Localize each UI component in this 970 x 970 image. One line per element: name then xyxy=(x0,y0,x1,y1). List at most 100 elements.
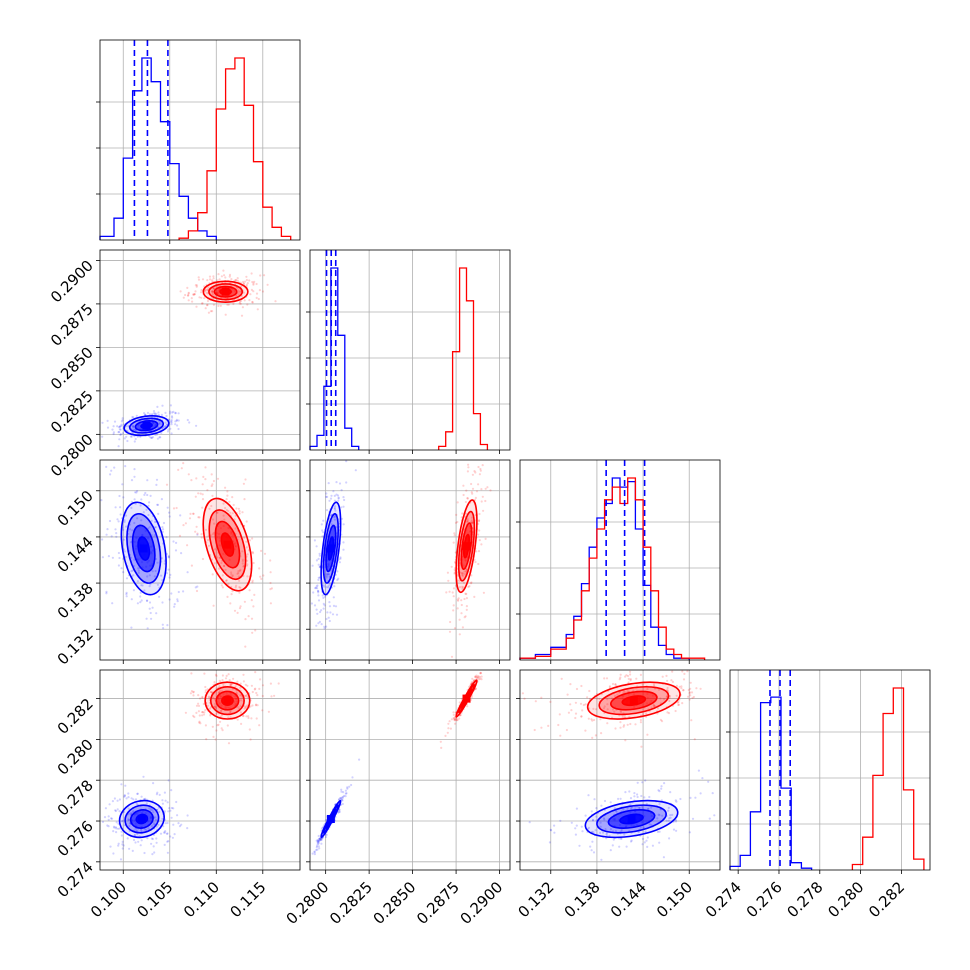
scatter-point xyxy=(342,795,345,798)
scatter-point xyxy=(625,674,628,677)
scatter-point xyxy=(333,507,336,511)
scatter-point xyxy=(253,280,256,283)
scatter-point xyxy=(574,827,577,830)
scatter-point xyxy=(663,782,666,785)
scatter-point xyxy=(636,781,639,784)
scatter-point xyxy=(129,421,132,424)
scatter-point xyxy=(211,291,214,294)
scatter-point xyxy=(240,722,243,726)
scatter-point xyxy=(340,506,343,509)
scatter-point xyxy=(470,581,473,584)
axes-frame xyxy=(519,669,721,871)
scatter-point xyxy=(319,838,322,841)
scatter-point xyxy=(627,681,630,684)
scatter-point xyxy=(581,830,584,833)
scatter-point xyxy=(675,829,678,832)
scatter-point xyxy=(219,304,222,307)
scatter-point xyxy=(566,693,569,696)
scatter-point xyxy=(445,591,448,594)
scatter-point xyxy=(169,427,172,430)
scatter-point xyxy=(192,512,195,515)
scatter-point xyxy=(640,794,643,798)
scatter-point xyxy=(199,722,202,725)
scatter-point xyxy=(123,437,126,440)
scatter-point xyxy=(689,796,692,800)
x-tick-label: 0.110 xyxy=(180,878,223,921)
scatter-point xyxy=(196,532,199,535)
scatter-point xyxy=(167,556,170,559)
scatter-point xyxy=(179,290,182,293)
scatter-point xyxy=(158,793,161,797)
scatter-point xyxy=(152,782,155,785)
scatter-point xyxy=(454,521,458,525)
scatter-point xyxy=(628,670,632,673)
scatter-point xyxy=(592,707,595,711)
scatter-point xyxy=(226,490,229,493)
scatter-point xyxy=(335,481,338,484)
scatter-point xyxy=(486,486,489,489)
scatter-point xyxy=(151,809,154,812)
scatter-point xyxy=(619,676,622,679)
density-peak xyxy=(462,542,471,551)
scatter-point xyxy=(107,815,110,818)
scatter-point xyxy=(335,493,338,496)
scatter-point xyxy=(475,490,479,493)
scatter-point xyxy=(168,515,171,518)
scatter-point xyxy=(225,674,228,678)
scatter-point xyxy=(470,574,473,577)
scatter-point xyxy=(243,600,246,603)
scatter-point xyxy=(643,796,646,799)
scatter-point xyxy=(315,559,318,562)
density-peak xyxy=(223,696,232,705)
scatter-point xyxy=(697,769,701,772)
scatter-point xyxy=(151,853,154,856)
scatter-point xyxy=(650,706,653,709)
scatter-point xyxy=(230,278,233,281)
scatter-point xyxy=(239,586,242,589)
scatter-point xyxy=(334,605,338,608)
scatter-point xyxy=(146,479,149,482)
scatter-point xyxy=(241,511,244,514)
scatter-point xyxy=(243,707,246,710)
scatter-point xyxy=(135,414,138,417)
scatter-point xyxy=(337,810,341,813)
x-tick-label: 0.2900 xyxy=(457,878,507,928)
scatter-point xyxy=(216,279,219,282)
panel-2d-1-2 xyxy=(306,459,511,664)
scatter-point xyxy=(134,841,137,844)
scatter-point xyxy=(198,720,201,723)
scatter-point xyxy=(614,727,617,730)
scatter-point xyxy=(178,534,182,538)
histogram-step-blue xyxy=(729,696,813,870)
scatter-point xyxy=(595,697,599,700)
scatter-point xyxy=(313,850,316,853)
scatter-point xyxy=(579,702,583,705)
scatter-point xyxy=(669,816,672,819)
scatter-point xyxy=(118,494,121,498)
scatter-point xyxy=(323,585,326,588)
scatter-point xyxy=(461,626,464,629)
scatter-point xyxy=(256,694,259,697)
scatter-point xyxy=(228,500,231,503)
scatter-point xyxy=(699,687,702,690)
scatter-point xyxy=(167,840,170,843)
scatter-point xyxy=(156,583,159,586)
scatter-point xyxy=(237,507,240,510)
scatter-point xyxy=(167,554,170,558)
scatter-point xyxy=(251,704,254,707)
scatter-point xyxy=(153,534,156,537)
scatter-point xyxy=(239,694,242,697)
scatter-point xyxy=(166,506,169,509)
scatter-point xyxy=(120,820,124,823)
scatter-point xyxy=(263,274,266,277)
scatter-point xyxy=(130,570,133,573)
scatter-point xyxy=(161,530,164,534)
scatter-point xyxy=(316,587,319,590)
scatter-point xyxy=(135,829,138,832)
scatter-point xyxy=(334,515,337,518)
scatter-point xyxy=(220,561,223,565)
scatter-point xyxy=(267,710,270,713)
scatter-point xyxy=(130,435,133,438)
scatter-point xyxy=(153,575,156,578)
scatter-point xyxy=(237,297,240,300)
